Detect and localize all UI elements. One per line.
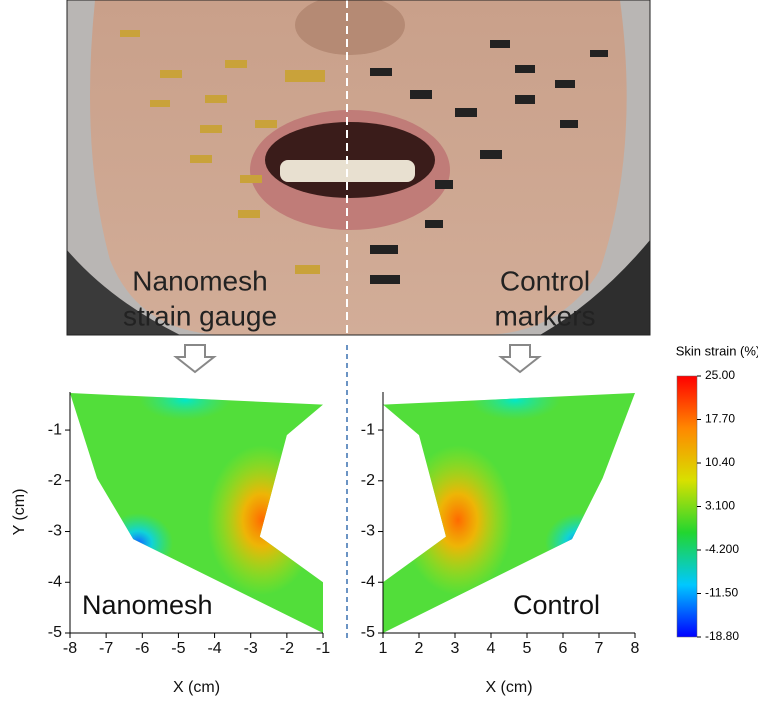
- colorbar-tick-label: -4.200: [705, 542, 739, 556]
- x-tick-label: -2: [280, 640, 294, 657]
- y-tick-label: -4: [361, 573, 375, 590]
- x-tick-label: -4: [207, 640, 221, 657]
- field-shade: [545, 513, 615, 573]
- y-tick-label: -4: [48, 573, 62, 590]
- photo-label: strain gauge: [123, 300, 277, 331]
- colorbar-tick-label: -18.80: [705, 629, 739, 643]
- colorbar-title: Skin strain (%): [676, 343, 758, 358]
- colorbar-tick-label: -11.50: [705, 586, 738, 600]
- x-tick-label: 4: [487, 640, 496, 657]
- y-tick-label: -1: [48, 421, 62, 438]
- colorbar-tick-label: 17.70: [705, 412, 735, 426]
- x-tick-label: -8: [63, 640, 77, 657]
- x-tick-label: 2: [415, 640, 424, 657]
- x-tick-label: 3: [451, 640, 460, 657]
- field-shade: [140, 380, 230, 420]
- arrows: [176, 345, 539, 372]
- x-tick-label: 5: [523, 640, 532, 657]
- x-tick-label: 8: [631, 640, 640, 657]
- field-shade: [403, 445, 513, 595]
- y-tick-label: -1: [361, 421, 375, 438]
- plot-label: Nanomesh: [82, 590, 213, 620]
- y-tick-label: -2: [48, 472, 62, 489]
- x-tick-label: -6: [135, 640, 149, 657]
- y-tick-label: -3: [361, 523, 375, 540]
- photo-label: markers: [494, 300, 595, 331]
- y-tick-label: -3: [48, 523, 62, 540]
- x-axis-label: X (cm): [173, 679, 220, 696]
- y-tick-label: -2: [361, 472, 375, 489]
- x-axis-label: X (cm): [485, 679, 532, 696]
- colorbar-tick-label: 10.40: [705, 455, 735, 469]
- x-tick-label: -5: [171, 640, 185, 657]
- photo-label: Nanomesh: [132, 265, 267, 296]
- x-tick-label: 1: [379, 640, 388, 657]
- colorbar: [677, 376, 697, 637]
- field-shade: [207, 445, 317, 595]
- figure: Nanomesh strain gauge Control markers Sk…: [0, 0, 758, 700]
- y-axis-label: Y (cm): [11, 489, 28, 536]
- photo: Nanomesh strain gauge Control markers: [67, 0, 650, 335]
- x-tick-label: -1: [316, 640, 330, 657]
- x-tick-label: -3: [244, 640, 258, 657]
- y-tick-label: -5: [361, 624, 375, 641]
- x-tick-label: -7: [99, 640, 113, 657]
- field-shade: [103, 513, 173, 573]
- plot-label: Control: [513, 590, 600, 620]
- y-tick-label: -5: [48, 624, 62, 641]
- x-tick-label: 7: [595, 640, 604, 657]
- photo-label: Control: [500, 265, 590, 296]
- field-shade: [470, 380, 560, 420]
- colorbar-tick-label: 25.00: [705, 368, 735, 382]
- x-tick-label: 6: [559, 640, 568, 657]
- colorbar-tick-label: 3.100: [705, 499, 735, 513]
